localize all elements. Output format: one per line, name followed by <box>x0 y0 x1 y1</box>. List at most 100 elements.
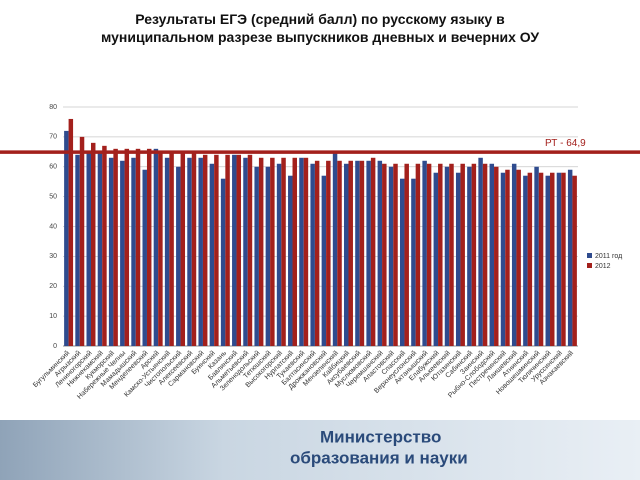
bar <box>382 163 387 346</box>
bar <box>455 172 461 346</box>
bar <box>220 178 226 346</box>
legend-swatch <box>587 263 592 268</box>
bar <box>131 157 136 346</box>
bar <box>158 151 163 346</box>
bar <box>344 163 349 346</box>
bar <box>236 154 242 346</box>
y-tick-label: 50 <box>49 193 57 200</box>
bar <box>527 172 533 346</box>
bar <box>377 160 383 346</box>
bar <box>232 154 237 346</box>
bar <box>146 148 152 346</box>
bar <box>180 151 186 346</box>
legend-label: 2012 <box>595 263 611 270</box>
bar <box>97 151 103 346</box>
footer-band <box>0 420 640 480</box>
bar <box>567 169 573 346</box>
bar <box>303 157 309 346</box>
bar <box>426 163 432 346</box>
bar <box>422 160 427 346</box>
bar <box>198 157 203 346</box>
y-tick-label: 80 <box>49 104 57 111</box>
bar <box>243 157 248 346</box>
title-box: Результаты ЕГЭ (средний балл) по русском… <box>100 11 540 45</box>
bar <box>142 169 147 346</box>
bar <box>68 118 74 346</box>
footer-line: Министерство <box>320 427 441 446</box>
bar <box>415 163 421 346</box>
bar <box>572 175 577 346</box>
legend-swatch <box>587 253 592 258</box>
bar <box>135 148 141 346</box>
y-tick-label: 10 <box>49 313 57 320</box>
bar <box>467 166 472 346</box>
bar <box>314 160 320 346</box>
bar <box>561 172 566 346</box>
bar <box>299 157 304 346</box>
bar <box>64 130 69 346</box>
bar <box>337 160 342 346</box>
bar <box>102 145 107 346</box>
y-tick-label: 40 <box>49 223 57 230</box>
bar <box>86 151 91 346</box>
bar <box>545 175 551 346</box>
legend-label: 2011 год <box>595 253 622 260</box>
bar <box>247 154 253 346</box>
bar <box>79 136 85 346</box>
bar <box>366 160 371 346</box>
bar <box>202 154 208 346</box>
y-tick-label: 30 <box>49 253 57 260</box>
bar <box>404 163 409 346</box>
bar <box>411 178 416 346</box>
bar <box>310 163 315 346</box>
bar <box>359 160 365 346</box>
bar <box>90 142 96 346</box>
bar <box>164 157 170 346</box>
bar <box>355 160 360 346</box>
bar <box>511 163 517 346</box>
bar <box>191 151 197 346</box>
bar <box>534 166 539 346</box>
reference-label: РТ - 64,9 <box>545 138 586 149</box>
bar <box>254 166 259 346</box>
bar <box>444 166 450 346</box>
y-tick-label: 20 <box>49 283 57 290</box>
bar <box>523 175 528 346</box>
bar <box>388 166 394 346</box>
chart-title: Результаты ЕГЭ (средний балл) по русском… <box>100 11 540 45</box>
bar <box>326 160 331 346</box>
bar <box>124 148 130 346</box>
footer-line: образования и науки <box>290 448 468 467</box>
bar <box>209 163 215 346</box>
bar <box>438 163 443 346</box>
bar <box>120 160 125 346</box>
bar <box>292 157 297 346</box>
bar <box>433 172 439 346</box>
bar <box>75 154 80 346</box>
y-tick-label: 70 <box>49 134 57 141</box>
bar <box>169 151 174 346</box>
y-tick-label: 60 <box>49 164 57 171</box>
bar <box>556 172 562 346</box>
bar <box>516 169 521 346</box>
bar <box>265 166 271 346</box>
bar <box>370 157 376 346</box>
bar <box>176 166 181 346</box>
bar <box>321 175 327 346</box>
bar <box>494 166 499 346</box>
bar <box>113 148 118 346</box>
bar <box>550 172 555 346</box>
bar <box>332 151 338 346</box>
bar <box>393 163 398 346</box>
bar <box>489 163 495 346</box>
bar <box>270 157 275 346</box>
bar <box>108 157 114 346</box>
bar <box>538 172 544 346</box>
bar <box>281 157 286 346</box>
y-tick-label: 0 <box>53 343 57 350</box>
bar <box>482 163 488 346</box>
bar <box>187 157 192 346</box>
bar <box>288 175 293 346</box>
bar <box>460 163 465 346</box>
